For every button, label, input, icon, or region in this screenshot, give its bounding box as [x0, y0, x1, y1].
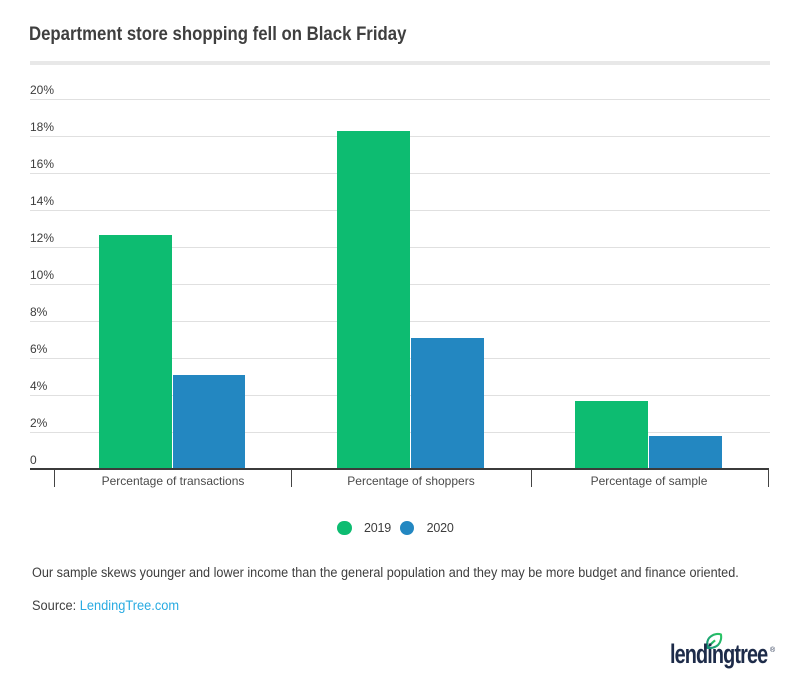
svg-text:lendingtree: lendingtree [670, 639, 768, 668]
svg-text:®: ® [770, 646, 776, 654]
